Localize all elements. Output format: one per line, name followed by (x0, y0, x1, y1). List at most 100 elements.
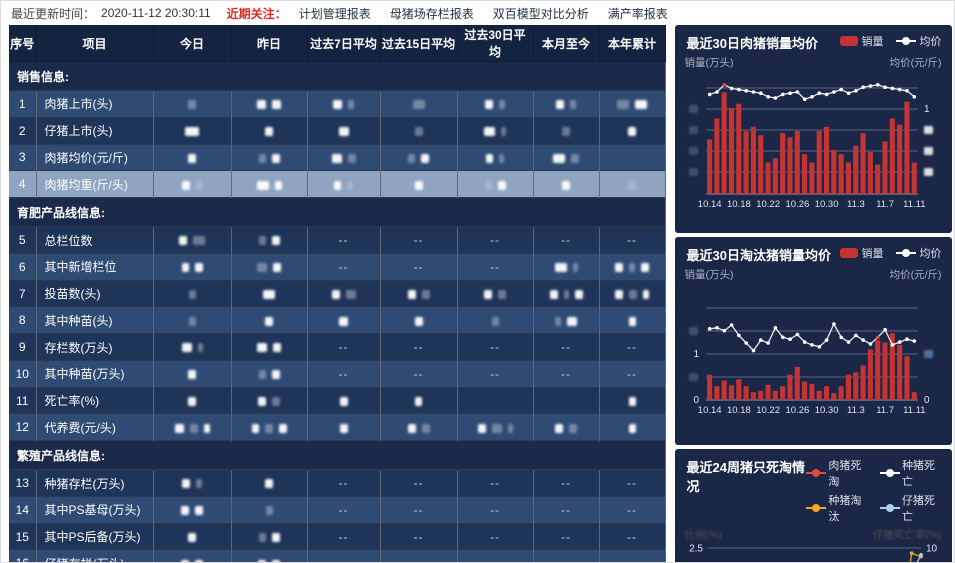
focus-link-2[interactable]: 双百模型对比分析 (492, 6, 589, 21)
empty-value: -- (490, 340, 500, 354)
legend-dot (901, 37, 910, 45)
empty-value: -- (338, 502, 349, 517)
table-row-2[interactable]: 2 仔猪上市(头) (9, 116, 666, 145)
legend-item-种猪淘汰[interactable]: 种猪淘汰 (806, 492, 868, 524)
line-point (838, 335, 843, 340)
value-cell (153, 386, 232, 414)
redacted-value-block (185, 127, 199, 137)
empty-value: -- (413, 502, 424, 517)
line-point (736, 87, 741, 92)
column-header-1: 项目 (36, 25, 154, 62)
table-row-14[interactable]: 14 其中PS基母(万头) -- -- -- -- -- (9, 495, 666, 524)
table-row-1[interactable]: 1 肉猪上市(头) (9, 90, 666, 118)
legend-item-仔猪死亡[interactable]: 仔猪死亡 (879, 492, 942, 524)
value-cell: -- (457, 495, 534, 524)
value-cell (307, 143, 381, 171)
redacted-value-block (615, 263, 623, 273)
table-row-12[interactable]: 12 代养费(元/头) (9, 413, 666, 441)
highlight-point (875, 335, 880, 340)
empty-value: -- (338, 366, 349, 381)
value-cell: -- (380, 495, 458, 524)
redacted-value-block (271, 236, 280, 246)
table-row-11[interactable]: 11 死亡率(%) (9, 386, 666, 414)
value-cell: -- (380, 522, 458, 550)
line-point (707, 327, 711, 331)
table-row-9[interactable]: 9 存栏数(万头) -- -- -- -- -- (9, 333, 666, 361)
redacted-value-block (339, 396, 348, 406)
redacted-value-block (331, 153, 342, 163)
redacted-value-block (179, 236, 187, 246)
charts-column: 最近30日肉猪销量均价 销量 均价 销量(万头) 均价(元/斤) 10.14 10.18 10… (674, 25, 952, 562)
bar (838, 154, 844, 194)
legend-item-肉猪死淘[interactable]: 肉猪死淘 (806, 457, 868, 489)
table-row-5[interactable]: 5 总栏位数 -- -- -- -- -- (9, 226, 666, 254)
value-cell (599, 143, 666, 171)
bar (764, 384, 771, 400)
table-row-10[interactable]: 10 其中种苗(万头) -- -- -- -- -- (9, 359, 666, 388)
table-row-4[interactable]: 4 肉猪均重(斤/头) (9, 170, 666, 198)
redacted-value-block (271, 153, 280, 163)
value-cell (231, 522, 308, 550)
redacted-value-block (188, 316, 196, 326)
redacted-value-block (485, 100, 493, 110)
value-cell (533, 116, 600, 145)
redacted-value-block (271, 370, 280, 380)
value-cell (533, 386, 600, 414)
value-cell (599, 90, 666, 118)
empty-value: -- (627, 529, 637, 544)
focus-link-0[interactable]: 计划管理报表 (298, 6, 371, 21)
bar (881, 141, 888, 194)
report-table: 序号 项目 今日 昨日 过去7日平均 过去15日平均 过去30日平均 本月至今 本年累计 销售信… (9, 25, 666, 562)
value-cell (307, 90, 381, 118)
bar (823, 386, 829, 400)
x-tick-label: 10.18 (727, 199, 751, 210)
value-cell (457, 279, 534, 307)
redacted-value-block (182, 479, 190, 489)
table-row-13[interactable]: 13 种猪存栏(万头) -- -- -- -- -- (9, 469, 666, 497)
value-cell (153, 359, 232, 388)
value-cell (533, 413, 600, 441)
value-cell (599, 413, 666, 441)
line-point (853, 89, 858, 93)
chart-panel-0: 最近30日肉猪销量均价 销量 均价 销量(万头) 均价(元/斤) 10.14 10.18 10… (674, 25, 952, 233)
bar (713, 386, 719, 400)
line-point (729, 323, 733, 327)
value-cell (599, 252, 666, 281)
bar (874, 340, 880, 400)
table-row-16[interactable]: 16仔猪存栏(万头) -- -- -- -- -- (9, 549, 666, 562)
column-header-4: 过去7日平均 (307, 25, 381, 62)
legend-item-均价[interactable]: 均价 (895, 245, 942, 261)
legend-item-均价[interactable]: 均价 (895, 33, 942, 49)
empty-value: -- (413, 476, 424, 491)
value-cell: -- (533, 549, 600, 562)
table-row-3[interactable]: 3 肉猪均价(元/斤) (9, 143, 666, 171)
value-cell: -- (533, 469, 600, 497)
legend-item-销量[interactable]: 销量 (839, 33, 884, 49)
legend-label: 种猪死亡 (901, 460, 935, 488)
redacted-value-block (569, 423, 577, 433)
legend-item-销量[interactable]: 销量 (839, 245, 884, 261)
redacted-value-block (615, 289, 623, 299)
x-tick-label: 10.30 (814, 405, 838, 416)
legend-item-种猪死亡[interactable]: 种猪死亡 (879, 457, 942, 489)
axis-label-row: 销量(万头) 均价(元/斤) (675, 264, 952, 282)
table-row-8[interactable]: 8 其中种苗(头) (9, 306, 666, 334)
value-cell (153, 413, 232, 441)
row-number: 9 (9, 333, 37, 361)
value-cell: -- (599, 226, 666, 254)
focus-link-3[interactable]: 满产率报表 (607, 6, 668, 21)
column-header-0: 序号 (9, 25, 37, 62)
value-cell (380, 413, 458, 441)
left-axis-label: 销量(万头) (684, 269, 734, 281)
bar (706, 139, 712, 194)
table-row-15[interactable]: 15 其中PS后备(万头) -- -- -- -- -- (9, 522, 666, 550)
bar (881, 342, 888, 400)
table-row-6[interactable]: 6 其中新增栏位 -- -- -- (9, 252, 666, 281)
row-number: 14 (9, 495, 37, 524)
redacted-value-block (635, 100, 647, 110)
focus-link-1[interactable]: 母猪场存栏报表 (389, 6, 474, 21)
line-point (860, 338, 865, 342)
table-row-7[interactable]: 7 投苗数(头) (9, 279, 666, 307)
line-point (868, 84, 872, 88)
value-cell (231, 333, 308, 361)
